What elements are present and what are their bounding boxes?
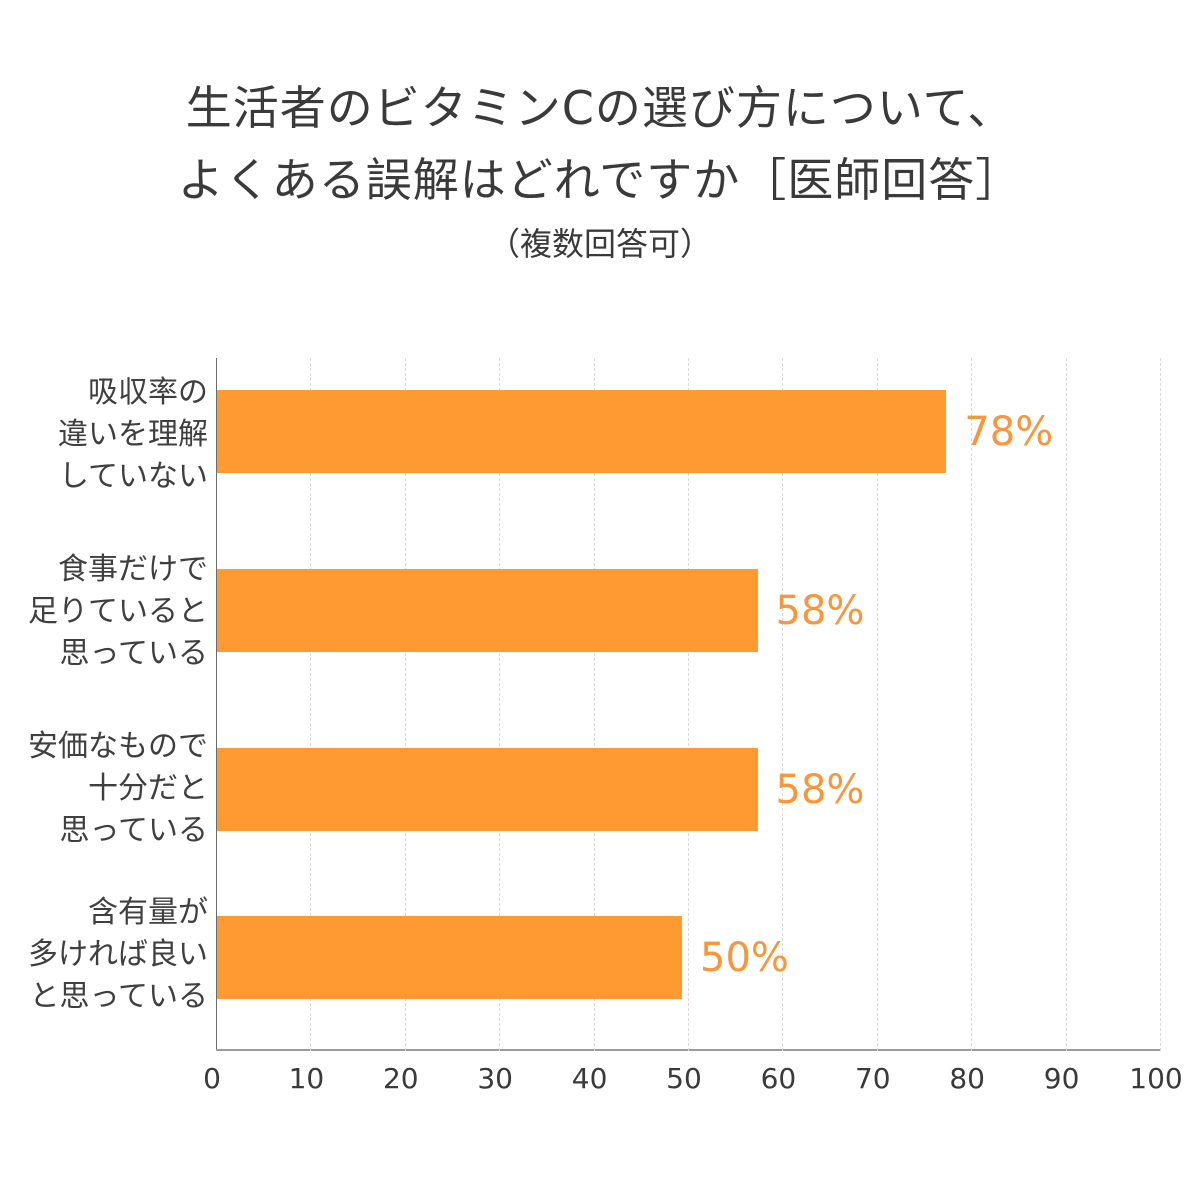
bar-value-label: 78% — [964, 409, 1054, 455]
x-tick-label: 10 — [288, 1062, 325, 1095]
chart-title-line2: よくある誤解はどれですか［医師回答］ — [177, 153, 1023, 207]
x-tick-label: 90 — [1043, 1062, 1080, 1095]
gridline — [876, 358, 878, 1051]
bar — [217, 569, 758, 652]
gridline — [499, 358, 501, 1051]
bar-value-label: 50% — [700, 935, 789, 981]
x-tick-label: 0 — [203, 1062, 221, 1095]
x-tick-label: 70 — [854, 1062, 891, 1095]
gridline — [310, 358, 312, 1051]
x-tick-label: 50 — [666, 1062, 702, 1095]
gridline — [971, 358, 973, 1051]
bar-value-label: 58% — [775, 588, 865, 634]
gridline — [1160, 358, 1161, 1051]
x-tick-label: 100 — [1129, 1062, 1183, 1095]
gridline — [404, 358, 406, 1051]
category-label: 含有量が 多ければ良い と思っている — [28, 895, 208, 1014]
bar-value-label: 58% — [775, 767, 865, 813]
x-tick-label: 80 — [949, 1062, 986, 1095]
bar — [217, 748, 758, 831]
x-tick-label: 20 — [382, 1062, 419, 1095]
gridline — [782, 358, 784, 1051]
x-tick-label: 30 — [477, 1062, 514, 1095]
y-axis-line — [216, 358, 217, 1051]
gridline — [593, 358, 595, 1051]
category-label: 食事だけで 足りていると 思っている — [28, 552, 208, 671]
bar — [217, 916, 682, 999]
plot-area: 78% 58% 58% 50% — [216, 358, 1161, 1051]
gridline — [1065, 358, 1067, 1051]
chart-subtitle: （複数回答可） — [487, 225, 712, 263]
bar — [217, 390, 947, 473]
category-label: 吸収率の 違いを理解 していない — [58, 375, 208, 494]
x-tick-label: 60 — [760, 1062, 797, 1095]
category-label: 安価なもので 十分だと 思っている — [28, 729, 208, 848]
x-tick-label: 40 — [571, 1062, 608, 1095]
chart-title-line1: 生活者のビタミンCの選び方について、 — [185, 81, 1015, 135]
gridline — [688, 358, 689, 1051]
